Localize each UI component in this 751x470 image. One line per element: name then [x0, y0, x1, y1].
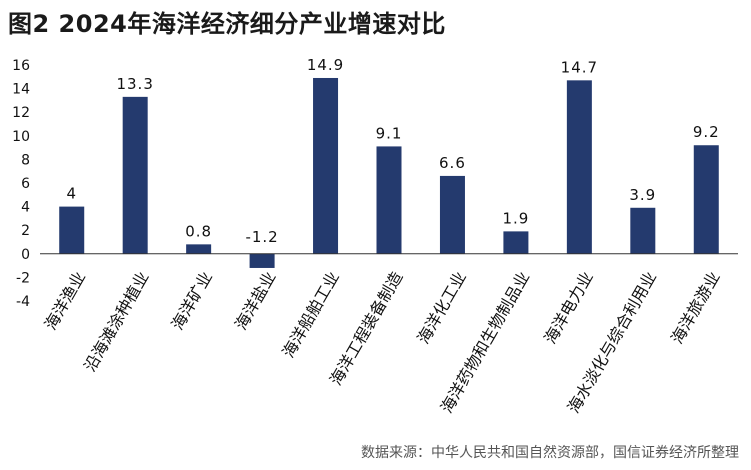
y-axis-ticks: 16 14 12 10 8 6 4 2 0 -2 -4: [12, 58, 30, 310]
data-label: 4: [66, 185, 77, 203]
data-label: 3.9: [629, 186, 656, 204]
bar-7: [439, 175, 465, 254]
category-label: 海洋矿业: [168, 268, 216, 333]
y-tick-label: 12: [12, 105, 30, 121]
data-label: 9.1: [376, 124, 403, 142]
y-tick-label: 0: [21, 247, 30, 263]
bar-11: [693, 145, 719, 254]
bar-8: [503, 231, 529, 254]
y-tick-label: 14: [12, 82, 30, 98]
y-tick-label: 4: [21, 200, 30, 216]
bar-3: [186, 244, 212, 254]
y-tick-label: -4: [16, 294, 30, 310]
y-tick-label: 8: [21, 152, 30, 168]
data-label: 0.8: [185, 222, 212, 240]
data-label: 6.6: [439, 154, 466, 172]
data-label: -1.2: [245, 228, 278, 246]
category-label: 沿海滩涂种植业: [80, 268, 152, 375]
data-labels: 4 13.3 0.8 -1.2 14.9 9.1 6.6 1.9 14.7 3.9 9.2: [66, 56, 720, 246]
bar-2: [122, 96, 148, 254]
y-tick-label: 2: [21, 223, 30, 239]
category-label: 海洋盐业: [231, 268, 279, 333]
category-label: 海洋电力业: [540, 268, 596, 347]
y-tick-label: -2: [16, 270, 30, 286]
bar-6: [376, 146, 402, 254]
category-label: 海洋渔业: [41, 268, 89, 333]
bar-4: [249, 253, 275, 268]
source-note: 数据来源：中华人民共和国自然资源部，国信证券经济所整理: [361, 445, 739, 461]
category-label: 海洋船舶工业: [279, 268, 343, 361]
data-label: 14.9: [307, 56, 344, 74]
category-label: 海洋化工业: [413, 268, 469, 347]
bar-1: [59, 206, 85, 254]
y-tick-label: 10: [12, 129, 30, 145]
chart-title: 图2 2024年海洋经济细分产业增速对比: [8, 10, 446, 38]
y-tick-label: 6: [21, 176, 30, 192]
data-label: 13.3: [116, 75, 153, 93]
bar-5: [313, 77, 339, 254]
data-label: 14.7: [561, 58, 598, 76]
category-label: 海洋旅游业: [667, 268, 723, 347]
bars: [59, 77, 719, 268]
data-label: 1.9: [502, 209, 529, 227]
y-tick-label: 16: [12, 58, 30, 74]
data-label: 9.2: [693, 123, 720, 141]
bar-10: [630, 207, 656, 254]
bar-9: [566, 80, 592, 254]
